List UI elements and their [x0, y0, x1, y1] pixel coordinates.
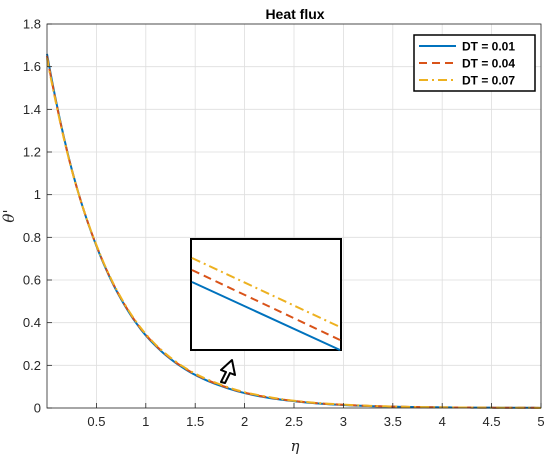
- legend-label-3: DT = 0.07: [462, 74, 515, 88]
- x-tick-label: 4: [439, 414, 446, 429]
- y-axis-title: θ': [0, 209, 18, 222]
- x-tick-label: 1.5: [186, 414, 204, 429]
- legend-label-2: DT = 0.04: [462, 57, 515, 71]
- inset-arrow-icon: [220, 359, 236, 384]
- legend: DT = 0.01 DT = 0.04 DT = 0.07: [413, 34, 536, 92]
- inset-series-line-2: [191, 269, 341, 341]
- series-lines: [46, 53, 542, 409]
- y-tick-label: 0.2: [23, 358, 41, 373]
- zoom-inset: [190, 238, 342, 384]
- y-tick-label: 1.2: [23, 145, 41, 160]
- x-tick-label: 3.5: [384, 414, 402, 429]
- series-line-3: [46, 57, 542, 409]
- y-tick-label: 0.8: [23, 230, 41, 245]
- y-tick-label: 1.4: [23, 102, 41, 117]
- chart-title: Heat flux: [265, 6, 324, 22]
- y-tick-label: 1.6: [23, 59, 41, 74]
- axis-ticks: 0.5 1 1.5 2 2.5 3 3.5 4 4.5 5 0 0.2 0.4 0.6 0.8 1 1.2 1.4…: [23, 17, 545, 430]
- y-tick-label: 0.4: [23, 315, 41, 330]
- inset-frame: [190, 238, 342, 351]
- x-tick-label: 0.5: [87, 414, 105, 429]
- y-tick-label: 0: [34, 401, 41, 416]
- x-axis-title: η: [291, 437, 300, 455]
- y-tick-label: 0.6: [23, 273, 41, 288]
- x-tick-label: 3: [340, 414, 347, 429]
- inset-series-line-1: [191, 281, 341, 351]
- y-tick-label: 1.8: [23, 17, 41, 32]
- x-tick-label: 5: [537, 414, 544, 429]
- x-tick-label: 1: [142, 414, 149, 429]
- legend-label-1: DT = 0.01: [462, 40, 515, 54]
- inset-series-line-3: [191, 257, 341, 328]
- legend-box: [413, 34, 536, 92]
- x-tick-label: 2: [241, 414, 248, 429]
- y-tick-label: 1: [34, 187, 41, 202]
- x-tick-label: 4.5: [483, 414, 501, 429]
- x-tick-label: 2.5: [285, 414, 303, 429]
